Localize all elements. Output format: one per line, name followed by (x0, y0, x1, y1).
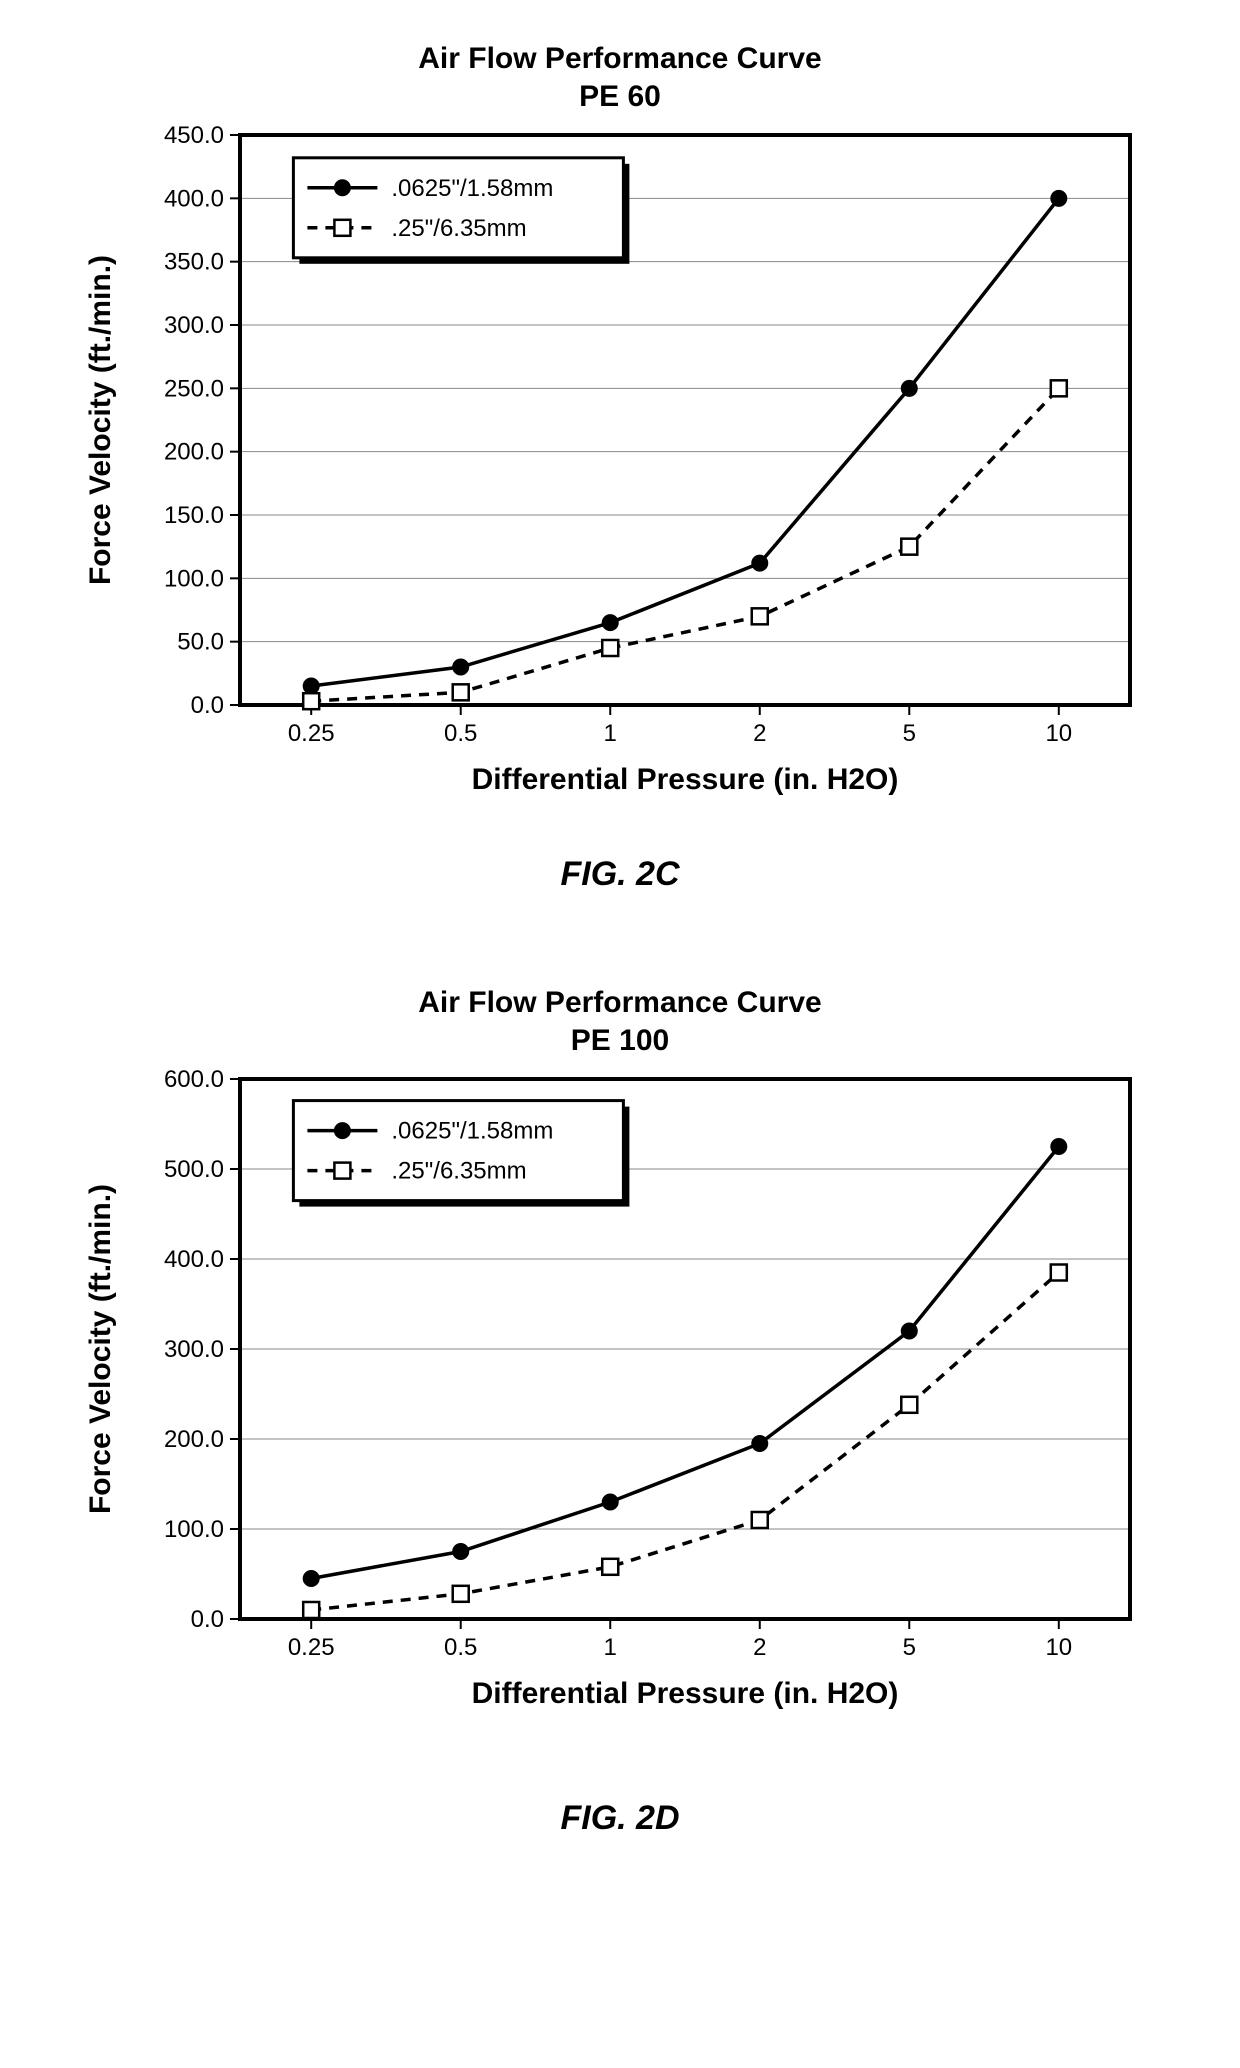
chart-2c-svg: 0.0 50.0 100.0 150.0 200.0 250.0 300.0 350.0 400… (70, 115, 1170, 835)
legend-label-0: .0625"/1.58mm (391, 1118, 553, 1145)
x-tick-label: 2 (753, 1634, 766, 1661)
y-axis-label: Force Velocity (ft./min.) (84, 1184, 117, 1514)
y-tick-label: 50.0 (177, 629, 224, 656)
legend-label-0: .0625"/1.58mm (391, 175, 553, 202)
x-tick-label: 0.25 (288, 720, 335, 747)
x-tick-label: 0.25 (288, 1634, 335, 1661)
y-tick-label: 200.0 (164, 1426, 224, 1453)
y-tick-label: 500.0 (164, 1156, 224, 1183)
page: Air Flow Performance Curve PE 60 0.050.0… (0, 0, 1240, 1898)
y-tick-label: 450.0 (164, 122, 224, 149)
x-tick-label: 5 (903, 720, 916, 747)
y-tick-label: 0.0 (191, 692, 224, 719)
x-tick-label: 1 (604, 1634, 617, 1661)
x-tick-label: 10 (1045, 1634, 1072, 1661)
x-tick-label: 2 (753, 720, 766, 747)
legend-box (293, 158, 623, 258)
y-tick-label: 350.0 (164, 249, 224, 276)
y-tick-label: 150.0 (164, 502, 224, 529)
chart-2d-block: Air Flow Performance Curve PE 100 0.0100… (0, 984, 1240, 1838)
y-tick-label: 300.0 (164, 1336, 224, 1363)
fig-2c-caption: FIG. 2C (560, 855, 679, 894)
chart-2d-svg: 0.0 100.0 200.0 300.0 400.0 500.0 600.0 0.25 0.5… (70, 1059, 1170, 1779)
y-tick-label: 100.0 (164, 565, 224, 592)
x-tick-label: 0.5 (444, 720, 477, 747)
legend-box (293, 1101, 623, 1201)
chart-2d-title: Air Flow Performance Curve PE 100 (418, 984, 821, 1059)
x-tick-label: 5 (903, 1634, 916, 1661)
y-axis-label: Force Velocity (ft./min.) (84, 255, 117, 585)
x-tick-label: 10 (1045, 720, 1072, 747)
chart-2d-title-line2: PE 100 (418, 1022, 821, 1060)
chart-2c-title-line1: Air Flow Performance Curve (418, 40, 821, 78)
legend-label-1: .25"/6.35mm (391, 1158, 526, 1185)
legend-label-1: .25"/6.35mm (391, 215, 526, 242)
y-tick-label: 400.0 (164, 1246, 224, 1273)
x-axis-label: Differential Pressure (in. H2O) (472, 763, 899, 796)
x-tick-label: 0.5 (444, 1634, 477, 1661)
chart-2d-title-line1: Air Flow Performance Curve (418, 984, 821, 1022)
y-tick-label: 250.0 (164, 375, 224, 402)
chart-2c-block: Air Flow Performance Curve PE 60 0.0 50.0… (0, 40, 1240, 894)
y-tick-label: 300.0 (164, 312, 224, 339)
y-tick-label: 400.0 (164, 185, 224, 212)
fig-2d-caption: FIG. 2D (560, 1799, 679, 1838)
chart-2c-title: Air Flow Performance Curve PE 60 (418, 40, 821, 115)
chart-2c-title-line2: PE 60 (418, 78, 821, 116)
x-axis-label: Differential Pressure (in. H2O) (472, 1677, 899, 1710)
y-tick-label: 0.0 (191, 1606, 224, 1633)
y-tick-label: 100.0 (164, 1516, 224, 1543)
x-tick-label: 1 (604, 720, 617, 747)
y-tick-label: 200.0 (164, 439, 224, 466)
y-tick-label: 600.0 (164, 1066, 224, 1093)
